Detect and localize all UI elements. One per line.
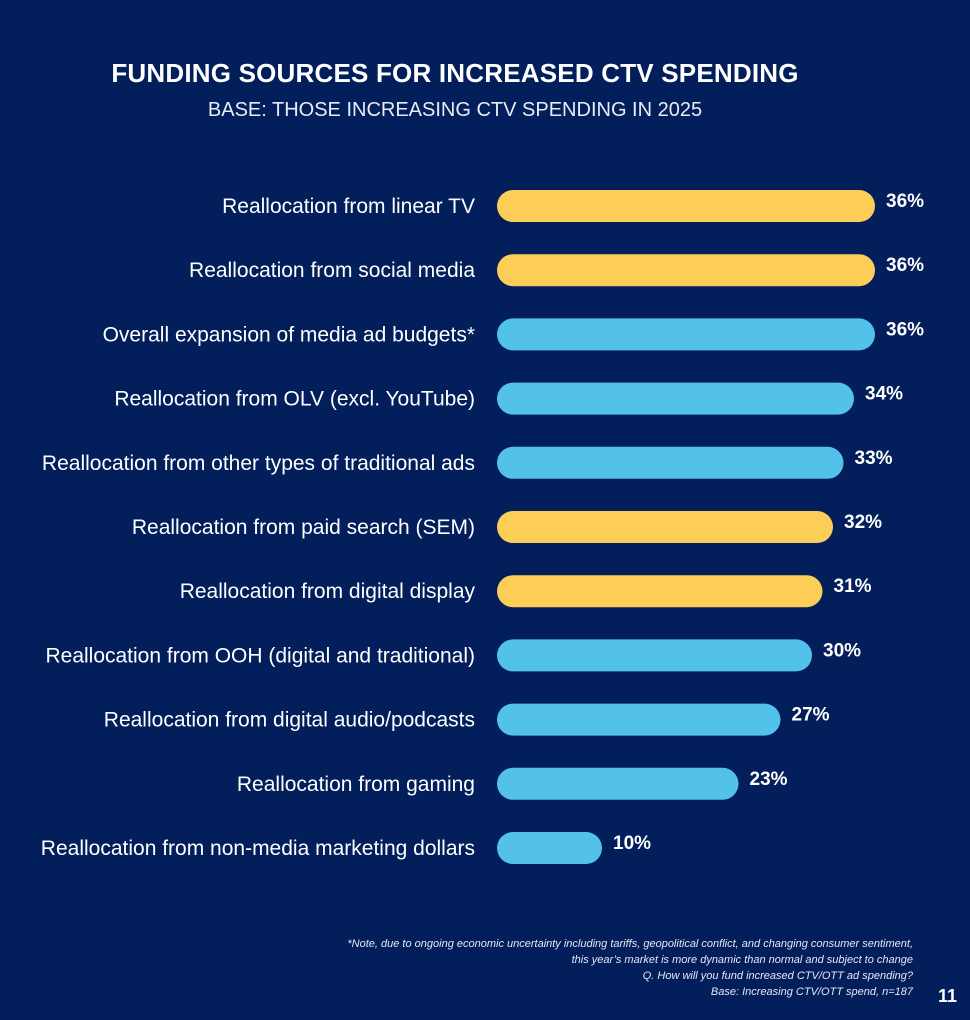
- bar: [497, 190, 875, 222]
- footnote-line: Q. How will you fund increased CTV/OTT a…: [642, 970, 913, 982]
- footnote-line: Base: Increasing CTV/OTT spend, n=187: [710, 986, 913, 998]
- value-label: 30%: [823, 640, 861, 661]
- value-label: 10%: [613, 833, 651, 854]
- value-label: 32%: [844, 512, 882, 533]
- value-label: 36%: [886, 191, 924, 212]
- category-label: Reallocation from OOH (digital and tradi…: [45, 644, 475, 667]
- footnote-line: *Note, due to ongoing economic uncertain…: [347, 938, 913, 950]
- category-label: Reallocation from other types of traditi…: [42, 452, 475, 475]
- category-label: Reallocation from gaming: [237, 773, 475, 796]
- chart-subtitle: BASE: THOSE INCREASING CTV SPENDING IN 2…: [207, 99, 703, 121]
- page-number: 11: [937, 986, 957, 1006]
- value-label: 36%: [886, 255, 924, 276]
- footnote-line: this year’s market is more dynamic than …: [571, 954, 913, 966]
- category-label: Reallocation from OLV (excl. YouTube): [114, 388, 475, 411]
- bar: [497, 382, 854, 415]
- bar: [497, 832, 602, 864]
- bar: [497, 703, 781, 736]
- value-label: 31%: [834, 576, 872, 597]
- chart-title: FUNDING SOURCES FOR INCREASED CTV SPENDI…: [111, 58, 799, 88]
- category-label: Reallocation from linear TV: [222, 195, 475, 218]
- bar: [497, 254, 875, 287]
- category-label: Reallocation from non-media marketing do…: [41, 837, 475, 860]
- value-label: 33%: [855, 448, 893, 469]
- bar: [497, 575, 823, 608]
- category-label: Reallocation from social media: [189, 259, 475, 282]
- category-label: Reallocation from digital display: [180, 580, 476, 603]
- bar: [497, 639, 812, 672]
- value-label: 36%: [886, 319, 924, 340]
- value-label: 23%: [750, 769, 788, 790]
- bar: [497, 767, 739, 800]
- bar: [497, 318, 875, 351]
- category-label: Reallocation from digital audio/podcasts: [104, 709, 475, 732]
- category-label: Reallocation from paid search (SEM): [132, 516, 475, 539]
- bar: [497, 446, 844, 479]
- value-label: 27%: [792, 705, 830, 726]
- footnotes: *Note, due to ongoing economic uncertain…: [347, 936, 913, 1000]
- bar: [497, 511, 833, 543]
- category-label: Overall expansion of media ad budgets*: [103, 323, 475, 346]
- value-label: 34%: [865, 384, 903, 405]
